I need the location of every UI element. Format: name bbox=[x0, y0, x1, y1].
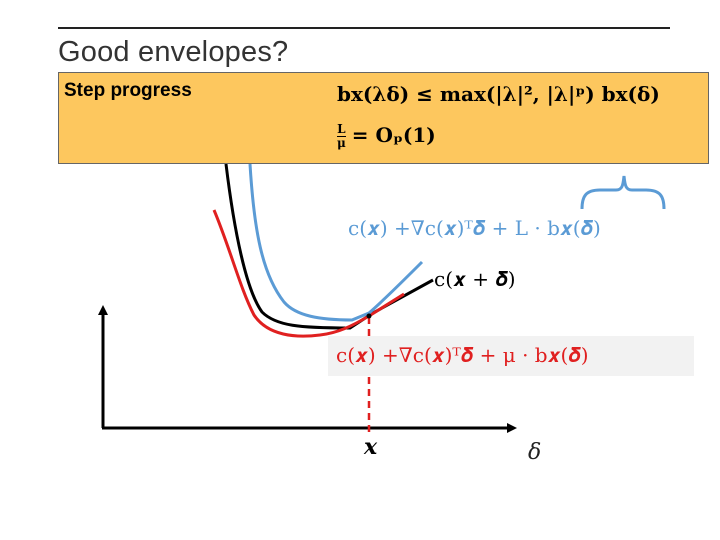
title-rule bbox=[58, 27, 670, 29]
envelope-scaling-inequality: b𝐱(λ𝛅) ≤ max(|λ|², |λ|ᵖ) b𝐱(𝛅) bbox=[337, 82, 660, 106]
lower-envelope-equation: c(𝒙) +∇c(𝒙)ᵀ𝜹 + μ · b𝒙(𝜹) bbox=[336, 343, 589, 367]
upper-envelope-curve bbox=[248, 163, 424, 322]
upper-envelope-equation: c(𝒙) +∇c(𝒙)ᵀ𝜹 + L · b𝒙(𝜹) bbox=[348, 216, 601, 240]
delta-axis-label: δ bbox=[528, 440, 542, 465]
function-equation: c(𝒙 + 𝜹) bbox=[434, 267, 516, 291]
point-label: 𝒙 bbox=[364, 434, 378, 460]
function-curve bbox=[224, 163, 434, 330]
fraction-denominator: μ bbox=[337, 136, 346, 150]
callout-label: Step progress bbox=[64, 80, 192, 101]
fraction-numerator: L bbox=[337, 122, 346, 136]
lower-equation-background bbox=[328, 336, 694, 376]
brace bbox=[580, 175, 666, 210]
slide-title: Good envelopes? bbox=[58, 36, 289, 68]
tangent-point bbox=[366, 313, 372, 319]
condition-ratio-rhs: = Oₚ(1) bbox=[351, 123, 436, 147]
lower-envelope-curve bbox=[212, 209, 405, 338]
step-progress-callout: Step progress b𝐱(λ𝛅) ≤ max(|λ|², |λ|ᵖ) b… bbox=[58, 72, 709, 164]
